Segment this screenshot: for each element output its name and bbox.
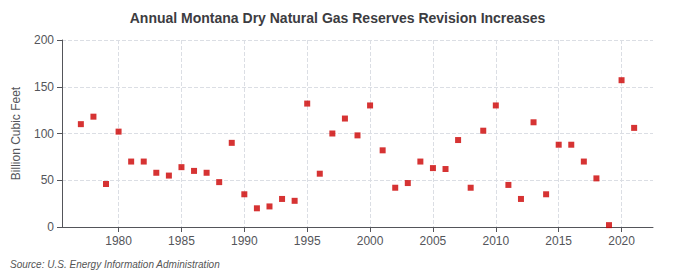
svg-text:Source: U.S. Energy Informatio: Source: U.S. Energy Information Administ… <box>10 259 220 270</box>
svg-text:Annual Montana Dry Natural Gas: Annual Montana Dry Natural Gas Reserves … <box>130 10 546 26</box>
svg-text:1985: 1985 <box>168 234 195 248</box>
svg-text:1995: 1995 <box>294 234 321 248</box>
svg-text:2005: 2005 <box>420 234 447 248</box>
svg-text:2010: 2010 <box>482 234 509 248</box>
svg-text:2015: 2015 <box>545 234 572 248</box>
svg-text:100: 100 <box>34 127 54 141</box>
svg-text:50: 50 <box>41 173 55 187</box>
svg-text:2020: 2020 <box>608 234 635 248</box>
svg-text:200: 200 <box>34 33 54 47</box>
svg-text:150: 150 <box>34 80 54 94</box>
svg-text:Billion Cubic Feet: Billion Cubic Feet <box>9 86 23 180</box>
svg-text:2000: 2000 <box>357 234 384 248</box>
svg-text:1980: 1980 <box>105 234 132 248</box>
svg-text:1990: 1990 <box>231 234 258 248</box>
svg-text:0: 0 <box>47 220 54 234</box>
